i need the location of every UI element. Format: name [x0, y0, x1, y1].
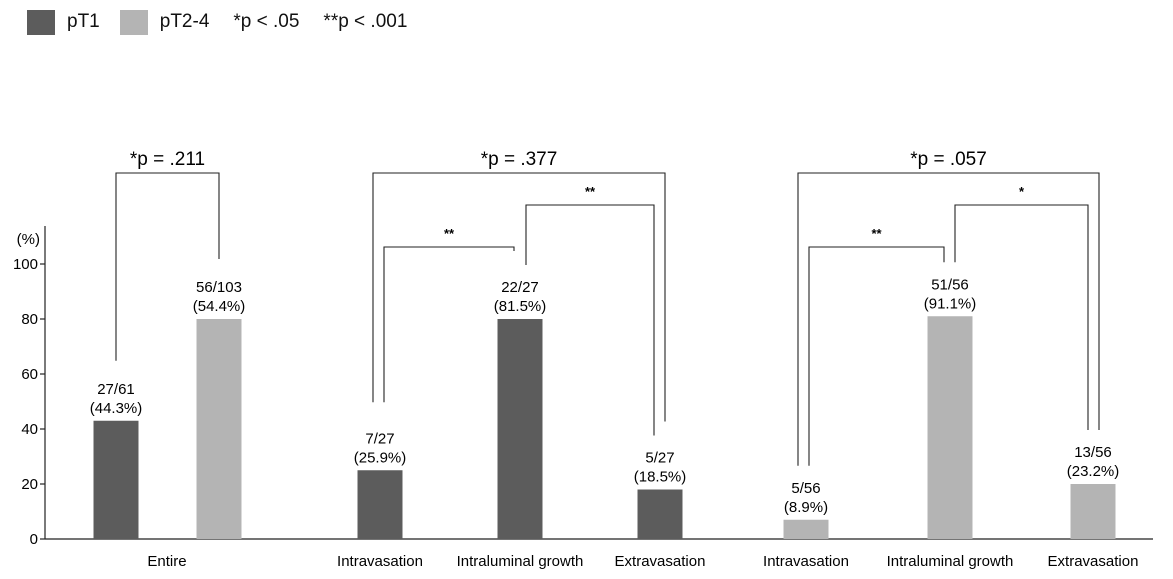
data-label-count: 22/27 [501, 279, 539, 296]
data-label-count: 7/27 [365, 430, 394, 447]
significance-bracket [954, 204, 1089, 430]
data-label-count: 5/27 [645, 450, 674, 467]
data-label-count: 51/56 [931, 276, 969, 293]
significance-label: ** [871, 226, 882, 241]
y-tick-label: 100 [13, 256, 38, 273]
data-label-percent: (18.5%) [634, 469, 687, 486]
y-axis-label: (%) [17, 231, 40, 248]
bar [783, 519, 829, 539]
chart-legend: pT1 pT2-4 *p < .05 **p < .001 [27, 8, 407, 36]
legend-swatch-pt2-4 [119, 9, 148, 35]
data-label-percent: (8.9%) [784, 499, 828, 516]
y-tick-label: 60 [21, 366, 38, 383]
y-tick-label: 80 [21, 311, 38, 328]
data-label-percent: (25.9%) [354, 449, 407, 466]
significance-label: ** [585, 184, 596, 199]
data-label-count: 5/56 [791, 480, 820, 497]
x-tick-label: Intraluminal growth [887, 553, 1014, 570]
data-label-count: 56/103 [196, 279, 242, 296]
y-tick-label: 20 [21, 476, 38, 493]
y-tick-label: 40 [21, 421, 38, 438]
legend-label-pt1: pT1 [67, 11, 100, 32]
data-label-percent: (44.3%) [90, 400, 143, 417]
bar [196, 319, 242, 539]
data-label-count: 27/61 [97, 381, 135, 398]
data-label-percent: (81.5%) [494, 298, 547, 315]
legend-note-p05: *p < .05 [233, 11, 300, 32]
significance-label: *p = .057 [910, 149, 987, 170]
significance-bracket [383, 246, 515, 403]
x-tick-label: Intraluminal growth [457, 553, 584, 570]
bar [927, 316, 973, 539]
legend-swatch-pt1 [27, 9, 55, 35]
significance-label: * [1019, 184, 1025, 199]
legend-label-pt2-4: pT2-4 [159, 11, 210, 32]
x-tick-label: Entire [147, 553, 186, 570]
x-tick-label: Extravasation [615, 553, 706, 570]
x-tick-label: Extravasation [1048, 553, 1139, 570]
bar [1070, 484, 1116, 539]
significance-bracket [808, 246, 945, 466]
significance-label: ** [444, 226, 455, 241]
significance-bracket [115, 172, 220, 361]
bar [93, 420, 139, 539]
data-label-percent: (23.2%) [1067, 463, 1120, 480]
data-label-count: 13/56 [1074, 444, 1112, 461]
data-label-percent: (91.1%) [924, 295, 977, 312]
bar [357, 470, 403, 539]
x-tick-label: Intravasation [337, 553, 423, 570]
significance-bracket [797, 172, 1100, 466]
significance-label: *p = .377 [481, 149, 558, 170]
data-label-percent: (54.4%) [193, 298, 246, 315]
legend-note-p001: **p < .001 [323, 11, 408, 32]
y-tick-label: 0 [30, 531, 38, 548]
x-tick-label: Intravasation [763, 553, 849, 570]
significance-bracket [372, 172, 666, 422]
bar [637, 489, 683, 539]
significance-bracket [525, 204, 655, 436]
significance-label: *p = .211 [130, 149, 205, 170]
bar [497, 319, 543, 539]
